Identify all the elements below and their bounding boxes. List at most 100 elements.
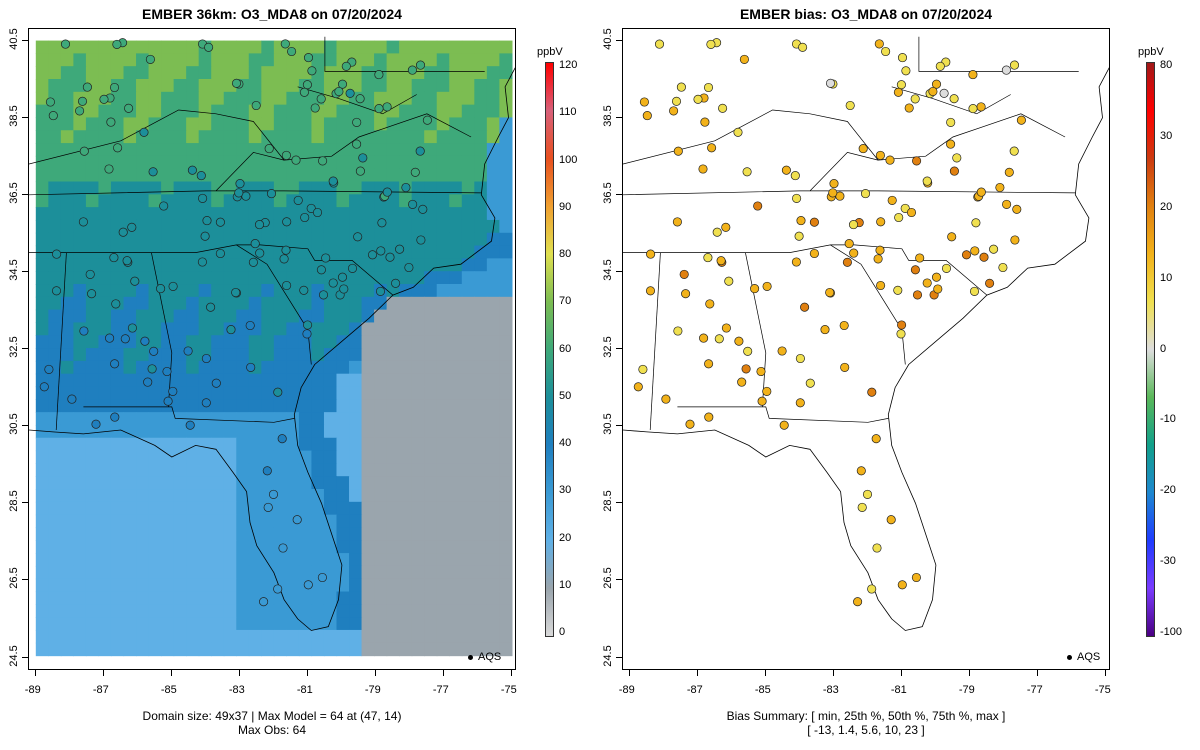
station-marker bbox=[280, 39, 290, 49]
station-marker bbox=[410, 167, 420, 177]
y-tick-mark bbox=[22, 425, 28, 427]
station-marker bbox=[825, 287, 835, 298]
station-marker bbox=[156, 284, 166, 294]
y-tick-mark bbox=[22, 502, 28, 504]
station-marker bbox=[139, 127, 149, 137]
y-tick-label: 36.5 bbox=[602, 182, 614, 204]
station-marker bbox=[976, 102, 986, 112]
bias-colorbar bbox=[1146, 62, 1155, 637]
station-marker bbox=[292, 515, 302, 525]
y-tick-mark bbox=[616, 39, 622, 41]
station-marker bbox=[248, 257, 258, 267]
station-marker bbox=[353, 232, 363, 242]
station-marker bbox=[415, 146, 425, 156]
station-marker bbox=[862, 489, 873, 499]
x-tick-label: -85 bbox=[160, 684, 177, 696]
station-marker bbox=[995, 182, 1005, 193]
station-marker bbox=[281, 245, 291, 255]
x-tick-mark bbox=[1104, 670, 1106, 676]
station-marker bbox=[672, 217, 682, 227]
bias-map-canvas bbox=[623, 36, 1109, 631]
station-marker bbox=[215, 248, 225, 259]
coastline bbox=[623, 67, 1109, 631]
model-colorbar bbox=[545, 62, 554, 637]
station-marker bbox=[355, 166, 365, 176]
station-marker bbox=[820, 325, 830, 335]
station-marker bbox=[1001, 65, 1011, 75]
y-tick-label: 28.5 bbox=[8, 490, 20, 512]
coastline bbox=[29, 67, 515, 631]
x-tick-label: -89 bbox=[24, 684, 41, 696]
x-tick-mark bbox=[34, 670, 36, 676]
station-marker bbox=[415, 60, 426, 70]
station-marker bbox=[235, 179, 245, 189]
station-marker bbox=[262, 466, 272, 476]
station-marker bbox=[860, 189, 871, 199]
station-marker bbox=[245, 320, 255, 331]
station-marker bbox=[906, 207, 917, 218]
station-marker bbox=[875, 245, 885, 255]
station-marker bbox=[147, 364, 157, 374]
station-marker bbox=[75, 106, 85, 116]
station-marker bbox=[928, 86, 938, 97]
station-marker bbox=[226, 325, 236, 335]
station-marker bbox=[633, 382, 643, 392]
station-marker bbox=[251, 100, 261, 111]
state-border bbox=[297, 86, 417, 115]
station-marker bbox=[703, 82, 714, 93]
station-marker bbox=[345, 88, 355, 98]
colorbar-tick-label: 70 bbox=[559, 295, 572, 308]
x-tick-label: -79 bbox=[958, 684, 975, 696]
station-marker bbox=[200, 231, 210, 241]
station-marker bbox=[968, 104, 978, 114]
station-marker bbox=[291, 155, 301, 165]
station-marker bbox=[685, 419, 695, 429]
aqs-stations bbox=[39, 38, 432, 607]
station-marker bbox=[273, 387, 283, 397]
station-marker bbox=[646, 249, 656, 259]
station-marker bbox=[790, 171, 800, 181]
colorbar-tick-label: 20 bbox=[559, 531, 572, 544]
station-marker bbox=[375, 286, 386, 296]
station-marker bbox=[762, 386, 772, 396]
station-marker bbox=[44, 364, 54, 374]
station-marker bbox=[422, 115, 432, 125]
station-marker bbox=[279, 254, 289, 264]
station-marker bbox=[705, 299, 715, 309]
station-marker bbox=[798, 42, 808, 52]
x-tick-label: -83 bbox=[822, 684, 839, 696]
station-marker bbox=[800, 302, 810, 312]
station-marker bbox=[281, 150, 291, 160]
station-marker bbox=[318, 156, 328, 166]
station-marker bbox=[704, 412, 714, 422]
colorbar-tick-label: 20 bbox=[1160, 200, 1173, 213]
y-tick-mark bbox=[22, 39, 28, 41]
station-marker bbox=[969, 286, 980, 296]
station-marker bbox=[703, 253, 713, 263]
station-marker bbox=[395, 244, 405, 254]
station-marker bbox=[998, 262, 1008, 273]
model-map-canvas bbox=[29, 36, 515, 657]
station-marker bbox=[246, 362, 256, 372]
station-marker bbox=[352, 139, 362, 149]
x-tick-label: -79 bbox=[364, 684, 381, 696]
station-marker bbox=[970, 246, 980, 256]
station-marker bbox=[263, 502, 273, 512]
y-tick-mark bbox=[22, 348, 28, 350]
station-marker bbox=[791, 257, 801, 267]
station-marker bbox=[733, 127, 743, 137]
station-marker bbox=[1004, 167, 1014, 177]
station-marker bbox=[844, 239, 854, 249]
station-marker bbox=[198, 193, 208, 203]
station-marker bbox=[912, 156, 922, 166]
station-marker bbox=[355, 94, 365, 104]
y-tick-mark bbox=[22, 579, 28, 581]
station-marker bbox=[887, 195, 897, 205]
station-marker bbox=[215, 217, 225, 227]
station-marker bbox=[273, 584, 283, 594]
y-tick-label: 36.5 bbox=[8, 182, 20, 204]
station-marker bbox=[367, 250, 378, 260]
station-marker bbox=[901, 66, 911, 76]
station-marker bbox=[840, 362, 850, 372]
model-map bbox=[28, 28, 516, 670]
